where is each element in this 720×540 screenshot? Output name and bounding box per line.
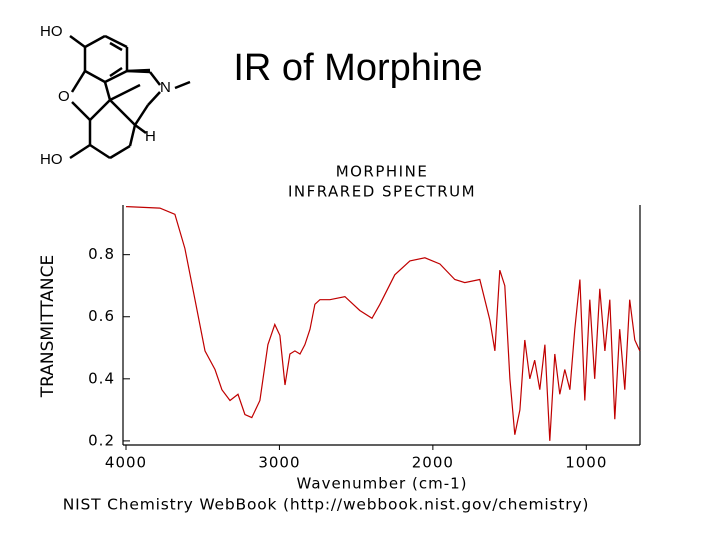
atom-label: O (58, 88, 70, 105)
atom-label: H (145, 128, 156, 145)
x-axis-label: Wavenumber (cm-1) (297, 475, 468, 493)
x-tick-label: 1000 (565, 454, 607, 472)
y-tick-label: 0.8 (88, 245, 115, 263)
y-axis-label: TRANSMITTANCE (38, 255, 58, 398)
chart-title: MORPHINE (336, 163, 429, 181)
y-tick-label: 0.2 (88, 431, 115, 449)
slide-title: IR of Morphine (233, 47, 482, 89)
atom-label: N (160, 79, 171, 96)
source-note: NIST Chemistry WebBook (http://webbook.n… (63, 496, 590, 514)
x-tick-label: 4000 (105, 454, 147, 472)
chart-subtitle: INFRARED SPECTRUM (288, 183, 476, 201)
y-tick-label: 0.6 (88, 307, 115, 325)
atom-label: HO (40, 151, 63, 168)
x-tick-label: 3000 (258, 454, 300, 472)
y-tick-label: 0.4 (88, 369, 115, 387)
molecule (69, 34, 191, 160)
x-tick-label: 2000 (412, 454, 454, 472)
spectrum-line (125, 206, 641, 441)
atom-label: HO (40, 23, 63, 40)
